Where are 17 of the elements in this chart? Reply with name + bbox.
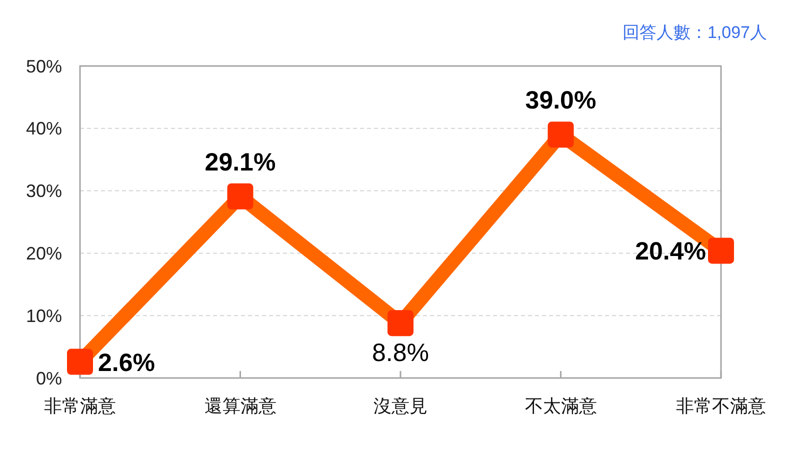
x-tick-label: 非常滿意 <box>44 396 116 416</box>
data-label: 8.8% <box>372 339 429 368</box>
y-tick-label: 0% <box>36 368 62 388</box>
y-tick-label: 50% <box>26 56 62 76</box>
y-tick-label: 40% <box>26 118 62 139</box>
data-label: 2.6% <box>98 348 155 377</box>
y-tick-label: 20% <box>26 244 62 264</box>
data-label: 29.1% <box>204 148 276 176</box>
x-tick-label: 不太滿意 <box>524 396 597 416</box>
y-tick-label: 30% <box>26 181 62 202</box>
text: 回答人數：1,097人 <box>622 23 767 42</box>
data-label: 20.4% <box>635 238 706 266</box>
y-tick-label: 10% <box>26 306 62 326</box>
x-tick-label: 沒意見 <box>374 396 428 416</box>
x-tick-label: 還算滿意 <box>204 396 276 416</box>
x-tick-label: 非常不滿意 <box>676 396 766 416</box>
data-label: 39.0% <box>525 86 596 115</box>
